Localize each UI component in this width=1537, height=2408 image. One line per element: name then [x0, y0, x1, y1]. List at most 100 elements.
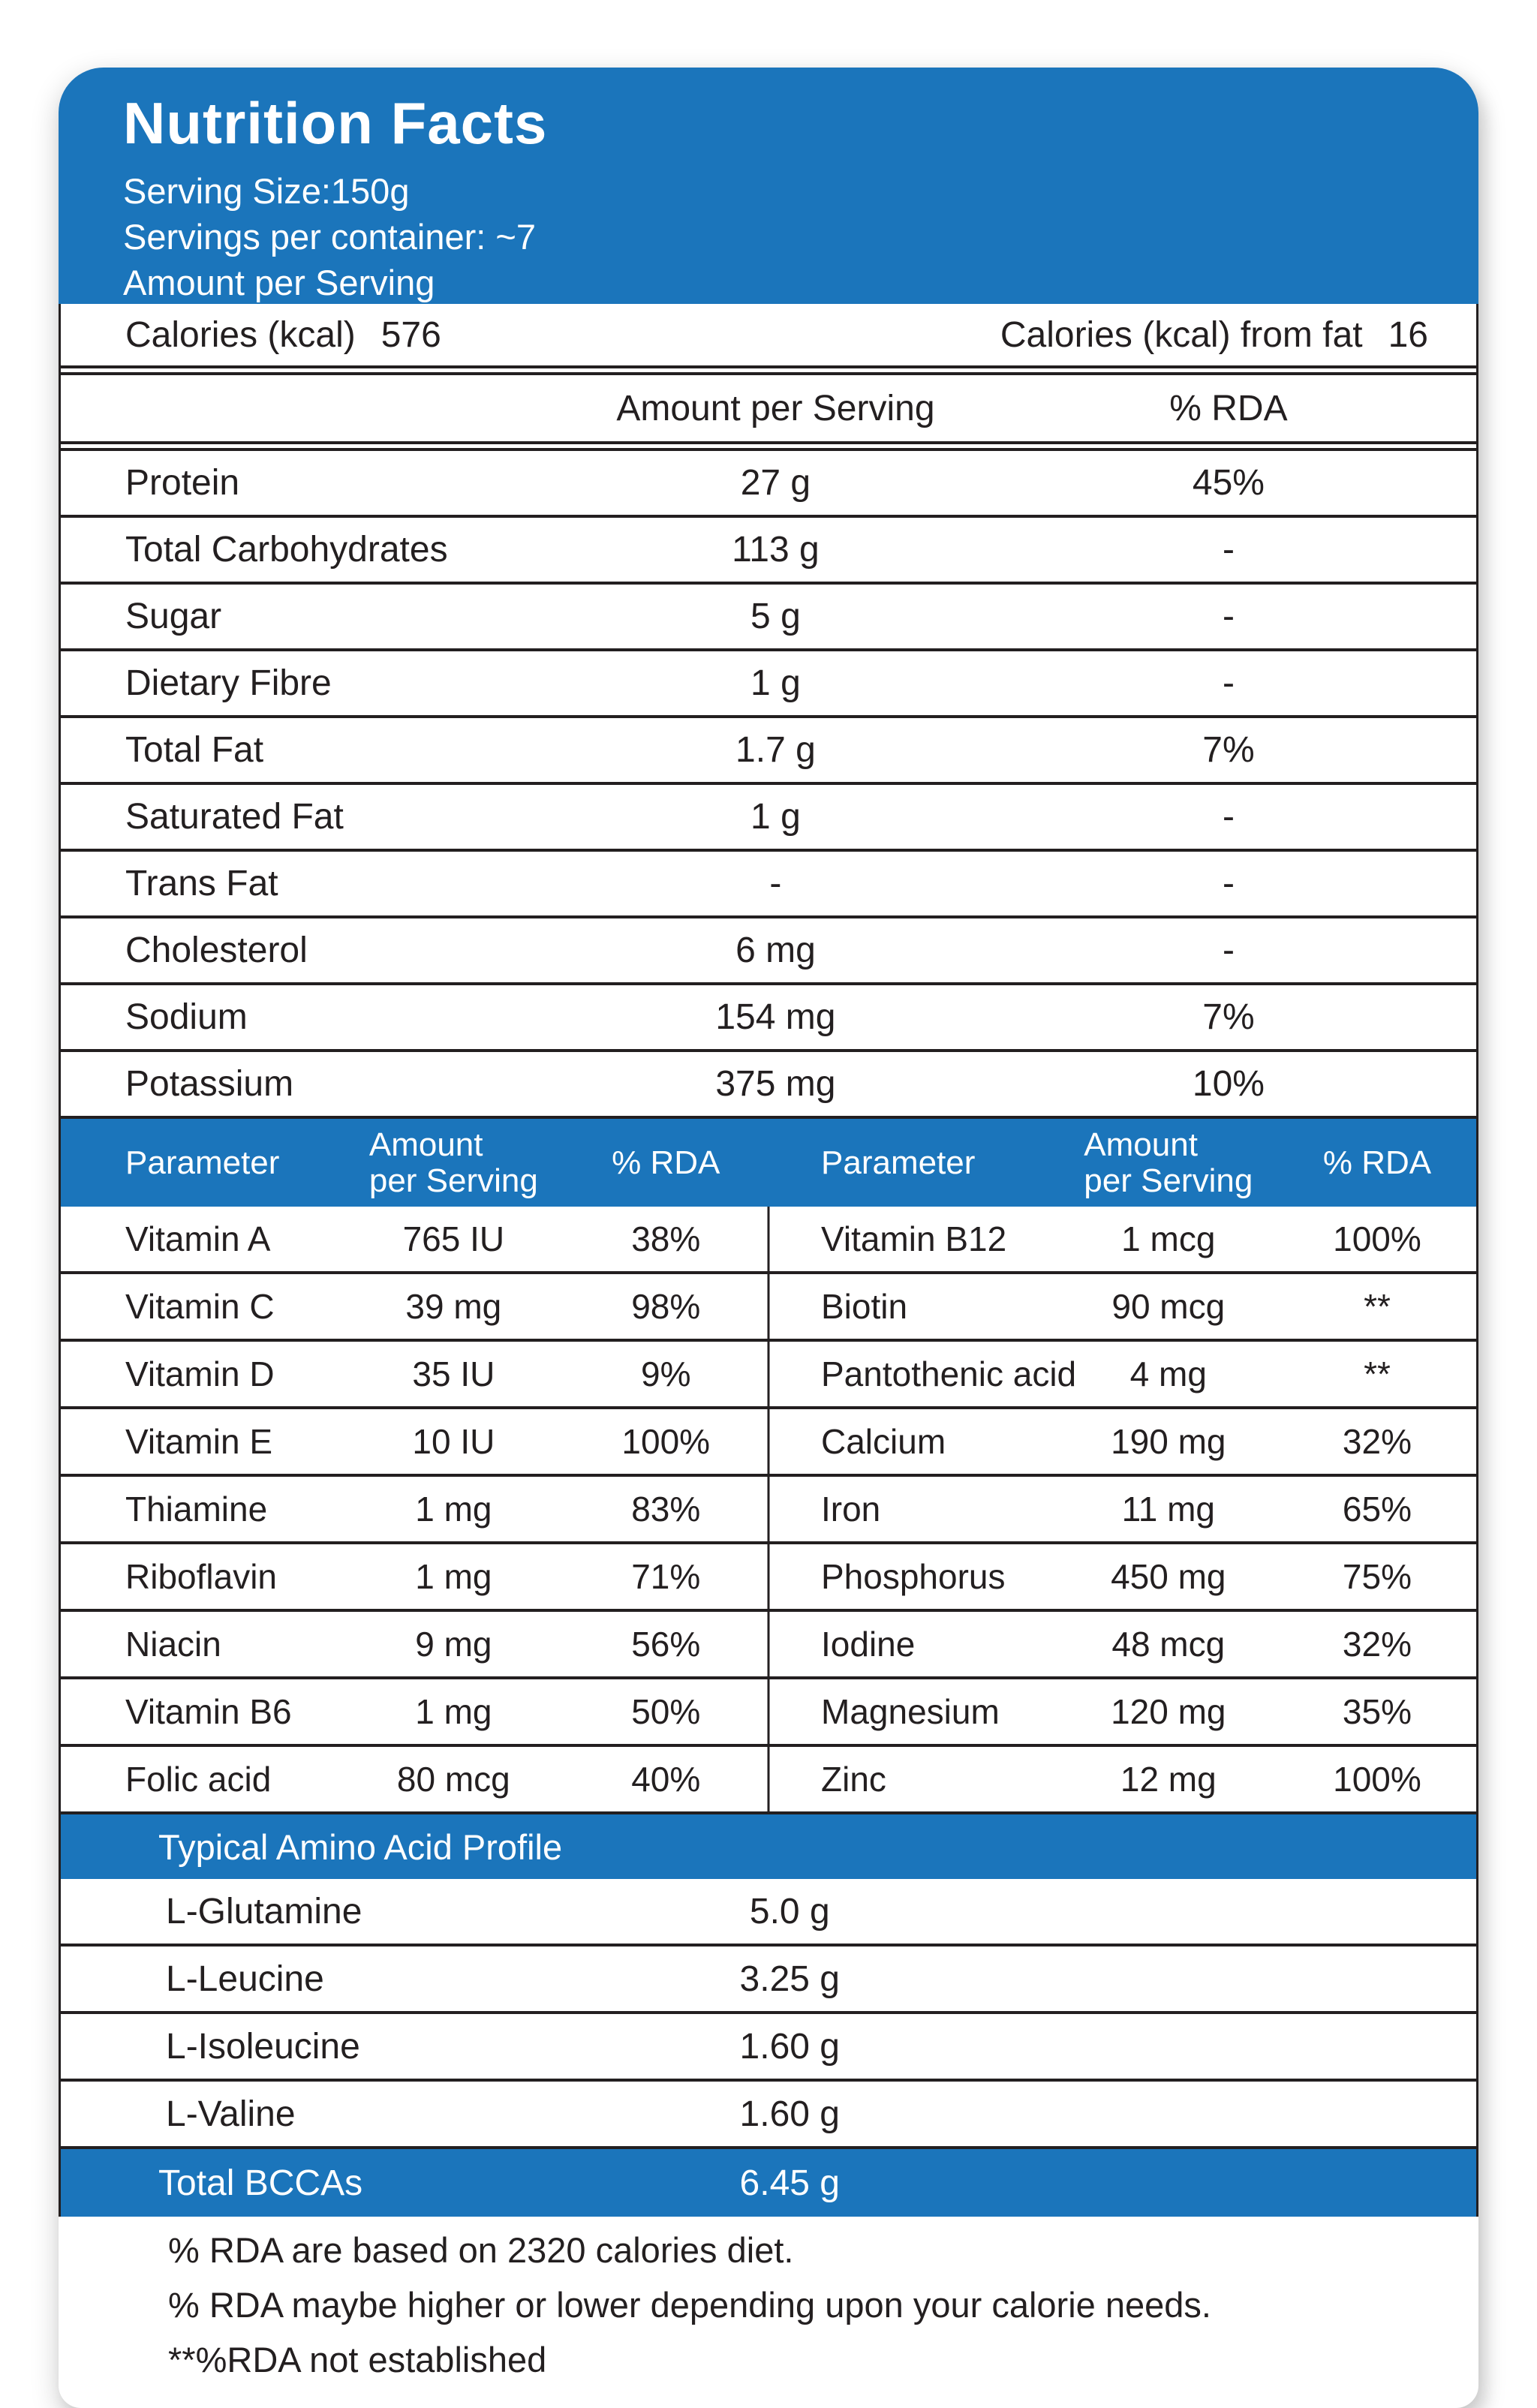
row-label: Vitamin E — [125, 1422, 273, 1461]
row-amount: - — [769, 864, 782, 903]
table-row: Vitamin B6 1 mg 50% Magnesium 120 mg 35% — [61, 1679, 1476, 1747]
table-row: Vitamin C 39 mg 98% Biotin 90 mcg ** — [61, 1274, 1476, 1342]
row-label: Sodium — [125, 997, 248, 1037]
row-label: Magnesium — [821, 1692, 1000, 1731]
amount-header-line1: Amount — [368, 1126, 483, 1163]
row-label: Total Fat — [125, 730, 264, 770]
row-label: Thiamine — [125, 1490, 268, 1529]
row-amount: 48 mcg — [1111, 1625, 1226, 1664]
amount-header-line2: per Serving — [1084, 1162, 1253, 1199]
amount-header: Amount per Serving — [1059, 1126, 1278, 1199]
row-rda: - — [1222, 797, 1235, 837]
row-value: 3.25 g — [739, 1959, 840, 1999]
total-bccas-value: 6.45 g — [739, 2163, 840, 2203]
main-table-header: Amount per Serving % RDA — [61, 375, 1476, 441]
row-label: Niacin — [125, 1625, 221, 1664]
row-amount: 6 mg — [735, 930, 816, 970]
row-rda: 50% — [631, 1692, 701, 1731]
serving-size: Serving Size:150g — [123, 171, 410, 211]
total-bccas-row: Total BCCAs 6.45 g — [61, 2149, 1476, 2217]
row-amount: 1 mg — [415, 1557, 492, 1596]
row-label: Iodine — [821, 1625, 916, 1664]
col-rda-header: % RDA — [1169, 388, 1288, 428]
row-rda: 100% — [1333, 1760, 1421, 1799]
row-amount: 1 mg — [415, 1490, 492, 1529]
row-rda: 9% — [641, 1354, 691, 1393]
table-row: Riboflavin 1 mg 71% Phosphorus 450 mg 75% — [61, 1544, 1476, 1612]
row-label: Saturated Fat — [125, 797, 344, 837]
table-row: Vitamin A 765 IU 38% Vitamin B12 1 mcg 100% — [61, 1207, 1476, 1274]
row-amount: 9 mg — [415, 1625, 492, 1664]
amount-header: Amount per Serving — [344, 1126, 563, 1199]
row-value: 1.60 g — [739, 2094, 840, 2134]
row-rda: 40% — [631, 1760, 701, 1799]
row-amount: 120 mg — [1111, 1692, 1226, 1731]
row-label: Phosphorus — [821, 1557, 1006, 1596]
footnotes: % RDA are based on 2320 calories diet. %… — [59, 2217, 1478, 2387]
table-row: Total Carbohydrates 113 g - — [61, 518, 1476, 585]
row-label: Total Carbohydrates — [125, 530, 448, 570]
table-row: L-Leucine 3.25 g — [61, 1947, 1476, 2014]
row-label: Riboflavin — [125, 1557, 277, 1596]
table-row: Protein 27 g 45% — [61, 451, 1476, 518]
row-label: Zinc — [821, 1760, 886, 1799]
row-label: Folic acid — [125, 1760, 272, 1799]
parameter-header: Parameter — [821, 1144, 976, 1181]
table-row: Trans Fat - - — [61, 852, 1476, 918]
footnote-rda-basis: % RDA are based on 2320 calories diet. — [168, 2230, 794, 2270]
row-label: Trans Fat — [125, 864, 278, 903]
row-label: Vitamin A — [125, 1219, 271, 1258]
total-bccas-label: Total BCCAs — [158, 2163, 363, 2203]
row-amount: 450 mg — [1111, 1557, 1226, 1596]
row-rda: - — [1222, 597, 1235, 636]
row-rda: ** — [1364, 1354, 1391, 1393]
row-rda: 45% — [1192, 463, 1265, 503]
row-value: 1.60 g — [739, 2026, 840, 2067]
row-rda: - — [1222, 864, 1235, 903]
row-label: Dietary Fibre — [125, 663, 332, 703]
row-label: L-Valine — [166, 2094, 296, 2134]
amount-header-line2: per Serving — [368, 1162, 538, 1199]
row-amount: 1 mg — [415, 1692, 492, 1731]
row-label: Calcium — [821, 1422, 946, 1461]
col-amount-header: Amount per Serving — [616, 388, 935, 428]
header-band: Nutrition Facts Serving Size:150g Servin… — [59, 68, 1478, 304]
table-row: Vitamin E 10 IU 100% Calcium 190 mg 32% — [61, 1409, 1476, 1477]
calories-right: Calories (kcal) from fat 16 — [1000, 314, 1428, 356]
row-amount: 765 IU — [402, 1219, 505, 1258]
table-row: Folic acid 80 mcg 40% Zinc 12 mg 100% — [61, 1747, 1476, 1814]
row-amount: 1 g — [750, 797, 801, 837]
table-row: Dietary Fibre 1 g - — [61, 651, 1476, 718]
parameter-header: Parameter — [125, 1144, 280, 1181]
row-label: Cholesterol — [125, 930, 308, 970]
vitamin-header-left: Parameter Amount per Serving % RDA — [61, 1126, 768, 1199]
row-label: L-Isoleucine — [166, 2026, 360, 2067]
row-amount: 1.7 g — [735, 730, 816, 770]
section-divider — [61, 365, 1476, 375]
table-row: Thiamine 1 mg 83% Iron 11 mg 65% — [61, 1477, 1476, 1544]
calories-left: Calories (kcal) 576 — [125, 314, 441, 356]
row-rda: 32% — [1342, 1625, 1412, 1664]
fat-calories-label: Calories (kcal) from fat — [1000, 314, 1363, 355]
row-amount: 35 IU — [412, 1354, 495, 1393]
row-rda: 71% — [631, 1557, 701, 1596]
table-row: L-Isoleucine 1.60 g — [61, 2014, 1476, 2082]
row-amount: 154 mg — [715, 997, 836, 1037]
row-rda: ** — [1364, 1287, 1391, 1326]
table-row: Niacin 9 mg 56% Iodine 48 mcg 32% — [61, 1612, 1476, 1679]
row-label: Vitamin C — [125, 1287, 275, 1326]
row-rda: 98% — [631, 1287, 701, 1326]
amount-per-serving-label: Amount per Serving — [123, 263, 435, 302]
row-rda: 100% — [621, 1422, 711, 1461]
label-title: Nutrition Facts — [123, 90, 548, 156]
row-amount: 190 mg — [1111, 1422, 1226, 1461]
row-rda: 38% — [631, 1219, 701, 1258]
row-label: Pantothenic acid — [821, 1354, 1077, 1393]
nutrition-facts-card: Nutrition Facts Serving Size:150g Servin… — [59, 68, 1478, 2408]
row-value: 5.0 g — [749, 1891, 830, 1932]
vitamin-table-header: Parameter Amount per Serving % RDA Param… — [61, 1119, 1476, 1207]
row-amount: 10 IU — [412, 1422, 495, 1461]
row-amount: 39 mg — [405, 1287, 502, 1326]
servings-per-container: Servings per container: ~7 — [123, 217, 536, 257]
table-row: Cholesterol 6 mg - — [61, 918, 1476, 985]
